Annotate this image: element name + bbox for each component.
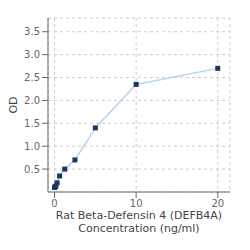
svg-text:OD: OD	[8, 96, 20, 113]
svg-text:20: 20	[211, 198, 224, 209]
svg-text:3.0: 3.0	[24, 49, 40, 60]
svg-text:2.5: 2.5	[24, 72, 40, 83]
svg-text:3.5: 3.5	[24, 26, 40, 37]
svg-text:0.5: 0.5	[24, 164, 40, 175]
svg-text:1.0: 1.0	[24, 141, 40, 152]
svg-text:1.5: 1.5	[24, 118, 40, 129]
svg-text:2.0: 2.0	[24, 95, 40, 106]
svg-text:10: 10	[130, 198, 143, 209]
svg-text:0: 0	[51, 198, 57, 209]
svg-text:Rat Beta-Defensin 4 (DEFB4A)Co: Rat Beta-Defensin 4 (DEFB4A)Concentratio…	[56, 209, 222, 235]
